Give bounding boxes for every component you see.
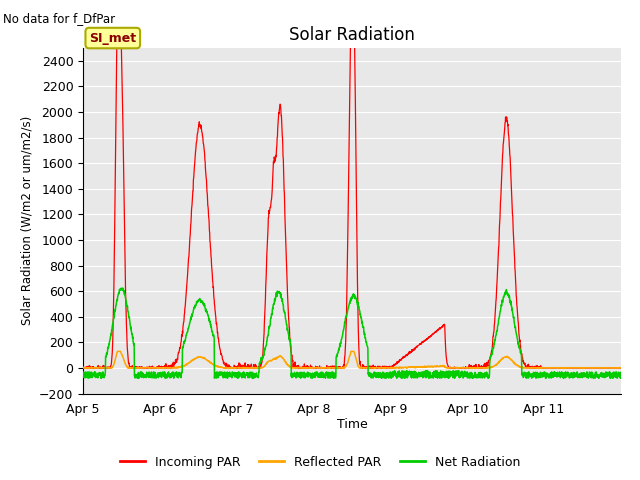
Legend: Incoming PAR, Reflected PAR, Net Radiation: Incoming PAR, Reflected PAR, Net Radiati… — [115, 451, 525, 474]
X-axis label: Time: Time — [337, 418, 367, 431]
Text: SI_met: SI_met — [89, 32, 136, 45]
Y-axis label: Solar Radiation (W/m2 or um/m2/s): Solar Radiation (W/m2 or um/m2/s) — [20, 116, 33, 325]
Text: No data for f_DfPar: No data for f_DfPar — [3, 12, 115, 25]
Title: Solar Radiation: Solar Radiation — [289, 25, 415, 44]
